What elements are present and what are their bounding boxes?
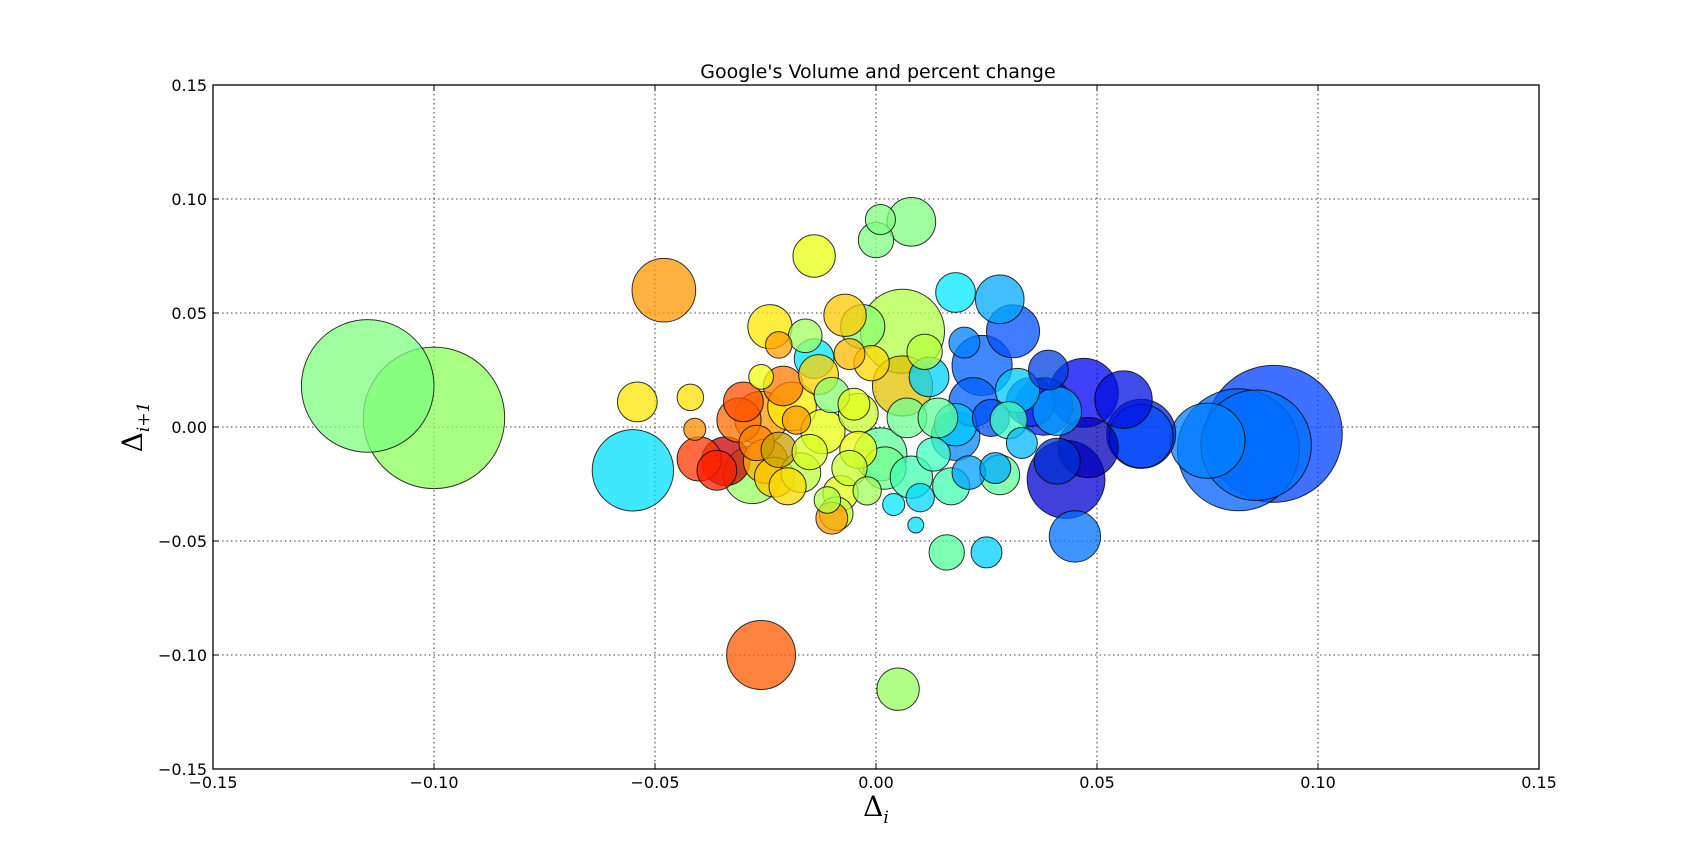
- x-tick-label: 0.15: [1521, 773, 1557, 792]
- data-point: [1027, 349, 1069, 391]
- data-point: [906, 333, 943, 370]
- data-point: [1169, 402, 1246, 479]
- data-point: [1032, 386, 1083, 436]
- y-tick-label: −0.15: [158, 760, 207, 779]
- tick-marks: [212, 84, 1540, 770]
- x-tick-labels: −0.15 −0.10 −0.05 0.00 0.05 0.10 0.15: [188, 773, 1556, 792]
- data-point: [300, 319, 435, 453]
- data-point: [833, 338, 866, 371]
- data-point: [726, 620, 797, 690]
- data-point: [696, 449, 738, 491]
- data-point: [852, 476, 882, 506]
- x-tick-label: 0.05: [1079, 773, 1115, 792]
- data-point: [723, 381, 764, 423]
- data-point: [928, 534, 965, 571]
- data-point: [974, 274, 1025, 325]
- x-tick-label: −0.05: [630, 773, 679, 792]
- data-point: [948, 326, 981, 359]
- data-point: [823, 293, 867, 337]
- y-tick-label: −0.05: [158, 532, 207, 551]
- data-point: [876, 667, 920, 711]
- data-point: [791, 433, 828, 471]
- y-axis-subscript: i+1: [134, 402, 154, 433]
- data-point: [683, 417, 707, 441]
- data-point: [979, 452, 1012, 485]
- y-axis-symbol: Δ: [116, 432, 149, 452]
- data-point: [676, 383, 705, 412]
- data-point: [970, 536, 1003, 569]
- x-tick-label: 0.00: [858, 773, 894, 792]
- data-point: [1094, 370, 1153, 429]
- data-point: [935, 272, 976, 313]
- data-point: [916, 437, 951, 472]
- data-point: [787, 318, 823, 354]
- data-point: [837, 387, 871, 421]
- x-tick-label: −0.10: [409, 773, 458, 792]
- x-tick-label: 0.10: [1300, 773, 1336, 792]
- chart-title: Google's Volume and percent change: [700, 61, 1055, 83]
- data-point: [1033, 437, 1081, 485]
- data-point: [907, 516, 925, 534]
- data-point: [781, 405, 812, 435]
- data-point: [631, 257, 697, 323]
- data-points: [300, 196, 1343, 711]
- x-axis-label: Δi: [863, 790, 889, 828]
- x-axis-subscript: i: [883, 808, 888, 828]
- data-point: [813, 486, 842, 514]
- data-point: [882, 492, 906, 517]
- data-point: [792, 234, 836, 278]
- data-point: [831, 449, 868, 487]
- data-point: [768, 467, 807, 506]
- data-point: [760, 431, 797, 468]
- data-point: [1048, 510, 1102, 563]
- y-tick-labels: −0.15 −0.10 −0.05 0.00 0.05 0.10 0.15: [158, 76, 207, 779]
- y-tick-label: 0.10: [171, 190, 207, 209]
- data-point: [591, 429, 675, 512]
- data-point: [864, 203, 896, 236]
- x-tick-label: −0.15: [188, 773, 237, 792]
- y-tick-label: −0.10: [158, 646, 207, 665]
- y-tick-label: 0.05: [171, 304, 207, 323]
- grid-lines: [213, 85, 1539, 769]
- y-tick-label: 0.15: [171, 76, 207, 95]
- y-tick-label: 0.00: [171, 418, 207, 437]
- data-point: [1005, 426, 1038, 459]
- data-point: [765, 331, 793, 359]
- x-axis-symbol: Δ: [863, 790, 883, 823]
- data-point: [616, 381, 658, 423]
- data-point: [917, 397, 959, 439]
- y-axis-label: Δi+1: [116, 402, 154, 453]
- data-point: [748, 363, 774, 390]
- data-point: [905, 483, 935, 513]
